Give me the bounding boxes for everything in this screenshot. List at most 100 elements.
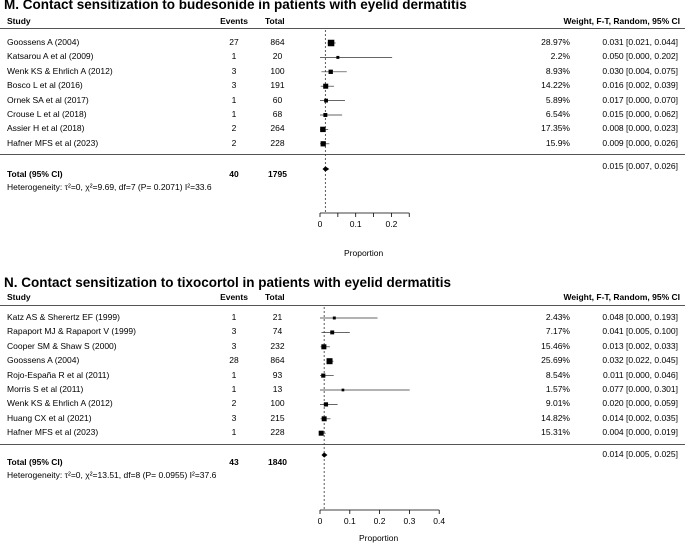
total-events: 40 <box>229 169 239 179</box>
x-tick-label: 0.3 <box>403 516 415 526</box>
study-estimate-square <box>341 388 345 392</box>
study-estimate-square <box>327 39 335 47</box>
study-total: 13 <box>272 384 283 394</box>
study-events: 1 <box>231 369 237 380</box>
study-ci: 0.050 [0.000, 0.202] <box>602 51 678 62</box>
column-header-total: Total <box>265 292 285 302</box>
study-events: 3 <box>231 340 237 351</box>
study-weight: 2.2% <box>550 51 570 62</box>
chart-title: N. Contact sensitization to tixocortol i… <box>4 275 452 290</box>
study-name: Hafner MFS et al (2023) <box>7 137 99 148</box>
study-total: 864 <box>270 37 285 47</box>
total-ci: 0.014 [0.005, 0.025] <box>602 449 678 459</box>
study-estimate-square <box>321 373 326 378</box>
study-ci: 0.009 [0.000, 0.026] <box>602 137 678 148</box>
study-name: Goossens A (2004) <box>7 355 80 366</box>
study-name: Katsarou A et al (2009) <box>7 51 94 62</box>
study-name: Assier H et al (2018) <box>7 123 85 134</box>
summary-diamond <box>321 452 328 458</box>
study-events: 1 <box>231 427 237 438</box>
study-total: 864 <box>270 355 285 366</box>
study-ci: 0.008 [0.000, 0.023] <box>602 123 678 134</box>
heterogeneity: Heterogeneity: τ²=0, χ²=9.69, df=7 (P= 0… <box>7 182 212 192</box>
x-axis-label: Proportion <box>359 533 399 543</box>
study-name: Hafner MFS et al (2023) <box>7 427 99 438</box>
study-ci: 0.013 [0.002, 0.033] <box>602 340 678 351</box>
x-axis-label: Proportion <box>344 248 384 258</box>
total-events: 43 <box>229 457 239 467</box>
study-events: 1 <box>231 384 237 394</box>
study-estimate-square <box>332 316 336 320</box>
study-total: 215 <box>270 412 285 423</box>
study-total: 93 <box>272 369 283 380</box>
study-name: Crouse L et al (2018) <box>7 109 87 119</box>
study-ci: 0.014 [0.002, 0.035] <box>602 412 678 423</box>
column-header-study: Study <box>7 292 31 302</box>
column-header-events: Events <box>220 16 248 26</box>
study-events: 1 <box>231 312 237 322</box>
study-estimate-square <box>323 83 329 89</box>
study-ci: 0.041 [0.005, 0.100] <box>602 326 678 337</box>
study-estimate-square <box>323 113 328 117</box>
chart-title: M. Contact sensitization to budesonide i… <box>4 0 467 12</box>
study-weight: 5.89% <box>545 94 570 105</box>
study-weight: 8.93% <box>545 65 570 76</box>
study-events: 3 <box>231 80 237 91</box>
study-ci: 0.011 [0.000, 0.046] <box>603 369 678 380</box>
x-tick-label: 0.1 <box>344 516 356 526</box>
total-label: Total (95% CI) <box>7 457 63 467</box>
study-name: Katz AS & Sherertz EF (1999) <box>7 312 120 322</box>
study-estimate-square <box>324 98 328 103</box>
study-name: Bosco L et al (2016) <box>7 80 83 91</box>
study-total: 20 <box>272 51 283 62</box>
study-events: 2 <box>231 123 237 134</box>
study-estimate-square <box>320 141 326 147</box>
study-estimate-square <box>321 416 327 422</box>
study-total: 191 <box>270 80 285 91</box>
study-ci: 0.016 [0.002, 0.039] <box>602 80 678 91</box>
study-estimate-square <box>321 344 327 350</box>
study-events: 3 <box>231 412 237 423</box>
study-events: 1 <box>231 51 237 62</box>
study-events: 28 <box>229 355 239 366</box>
x-tick-label: 0.1 <box>350 219 362 229</box>
x-tick-label: 0.4 <box>433 516 445 526</box>
study-events: 1 <box>231 109 237 119</box>
study-ci: 0.020 [0.000, 0.059] <box>602 398 678 409</box>
total-n: 1795 <box>268 169 287 179</box>
study-ci: 0.048 [0.000, 0.193] <box>602 312 678 322</box>
study-total: 228 <box>270 427 285 438</box>
header-divider <box>0 28 685 29</box>
study-weight: 1.57% <box>545 384 570 394</box>
study-total: 100 <box>270 65 285 76</box>
study-weight: 28.97% <box>541 37 570 47</box>
study-weight: 15.9% <box>545 137 570 148</box>
study-estimate-square <box>323 402 329 407</box>
study-name: Wenk KS & Ehrlich A (2012) <box>7 398 113 409</box>
study-events: 3 <box>231 65 237 76</box>
study-events: 2 <box>231 398 237 409</box>
study-total: 60 <box>272 94 283 105</box>
study-total: 232 <box>270 340 285 351</box>
study-estimate-square <box>318 430 324 436</box>
study-total: 100 <box>270 398 285 409</box>
study-estimate-square <box>326 358 333 365</box>
total-divider <box>0 444 685 445</box>
study-weight: 17.35% <box>541 123 570 134</box>
study-weight: 6.54% <box>545 109 570 119</box>
study-events: 27 <box>229 37 239 47</box>
column-header-study: Study <box>7 16 31 26</box>
study-weight: 7.17% <box>545 326 570 337</box>
study-ci: 0.031 [0.021, 0.044] <box>602 37 678 47</box>
study-name: Huang CX et al (2021) <box>7 412 92 423</box>
study-ci: 0.015 [0.000, 0.062] <box>602 109 678 119</box>
x-tick-label: 0.2 <box>385 219 397 229</box>
study-name: Cooper SM & Shaw S (2000) <box>7 340 117 351</box>
study-total: 21 <box>272 312 283 322</box>
total-label: Total (95% CI) <box>7 169 63 179</box>
total-n: 1840 <box>268 457 287 467</box>
column-header-events: Events <box>220 292 248 302</box>
study-estimate-square <box>330 330 335 335</box>
study-events: 3 <box>231 326 237 337</box>
